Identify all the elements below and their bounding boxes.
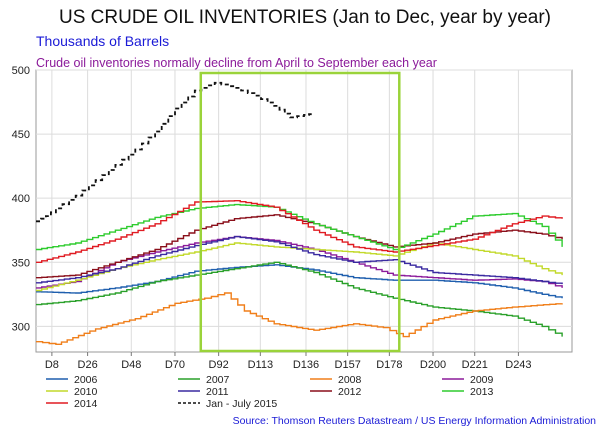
legend: 2006 2007 2008 2009 2010 2011 2012 2013 2014 Jan … [46,374,494,410]
x-tick-label: D113 [248,359,273,371]
x-tick-label: D221 [462,359,488,371]
y-tick-label: 400 [12,193,30,205]
chart-annotation: Crude oil inventories normally decline f… [36,56,437,70]
x-tick-label: D136 [293,359,319,371]
x-tick-label: D243 [505,359,531,371]
legend-label: 2008 [338,374,362,386]
chart-subtitle: Thousands of Barrels [36,33,169,49]
x-tick-label: D200 [420,359,446,371]
x-tick-label: D178 [376,359,402,371]
y-tick-label: 500 [12,65,30,77]
series-line-2006 [36,264,563,299]
x-tick-label: D26 [78,359,98,371]
x-tick-label: D157 [335,359,361,371]
chart-title: US CRUDE OIL INVENTORIES (Jan to Dec, ye… [59,7,551,28]
highlight-rect [199,71,401,353]
series-line-2014 [36,200,563,263]
series-line-2011 [36,235,563,285]
legend-label: 2014 [74,398,98,410]
legend-label: 2009 [470,374,494,386]
series-line-2008 [36,292,563,345]
legend-label: 2013 [470,386,494,398]
y-tick-label: 350 [12,257,30,269]
legend-label: 2006 [74,374,98,386]
x-tick-label: D48 [121,359,141,371]
source-note: Source: Thomson Reuters Datastream / US … [233,415,597,427]
y-tick-label: 300 [12,321,30,333]
x-tick-label: D92 [209,359,229,371]
legend-label: Jan - July 2015 [206,398,277,410]
legend-label: 2011 [206,386,229,398]
x-tick-label: D8 [45,359,59,371]
x-axis: D8 D26 D48 D70 D92 D113 D136 D157 D178 D200 D221 D2… [45,352,532,371]
x-tick-label: D70 [165,359,185,371]
series-lines [36,81,563,345]
highlight-box [199,71,401,353]
grid [36,69,572,352]
legend-label: 2012 [338,386,362,398]
y-tick-label: 450 [12,129,30,141]
y-axis: 300 350 400 450 500 [12,65,30,333]
legend-label: 2010 [74,386,98,398]
legend-label: 2007 [206,374,230,386]
